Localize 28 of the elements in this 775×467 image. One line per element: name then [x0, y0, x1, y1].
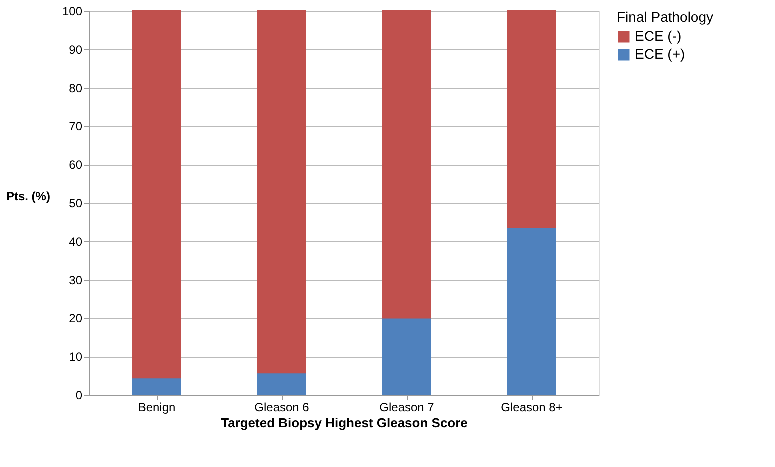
y-axis-title: Pts. (%)	[6, 190, 50, 204]
y-tick-label: 20	[69, 312, 83, 326]
bar	[507, 227, 556, 396]
legend-label: ECE (+)	[635, 46, 686, 62]
y-tick-label: 50	[69, 196, 83, 210]
y-tick-label: 90	[69, 42, 83, 57]
y-tick-label: 10	[69, 350, 83, 364]
x-tick-label: Gleason 6	[254, 400, 310, 414]
bar	[257, 372, 306, 396]
x-axis-title: Targeted Biopsy Highest Gleason Score	[221, 416, 468, 430]
bar	[132, 378, 181, 396]
bar	[382, 318, 431, 396]
bar	[132, 10, 181, 379]
bar	[257, 10, 306, 374]
bar	[507, 10, 556, 228]
y-tick-label: 70	[69, 120, 83, 134]
legend-label: ECE (-)	[635, 28, 682, 44]
y-tick-label: 100	[62, 4, 83, 18]
x-tick-label: Benign	[138, 400, 176, 414]
legend-title: Final Pathology	[617, 9, 714, 25]
y-tick-label: 30	[69, 273, 83, 288]
y-tick-label: 60	[69, 158, 83, 172]
y-tick-label: 40	[69, 234, 83, 249]
y-tick-label: 80	[69, 81, 83, 96]
y-tick-label: 0	[76, 388, 83, 402]
x-tick-label: Gleason 8+	[501, 400, 563, 414]
bar	[382, 10, 431, 319]
x-tick-label: Gleason 7	[380, 400, 435, 414]
